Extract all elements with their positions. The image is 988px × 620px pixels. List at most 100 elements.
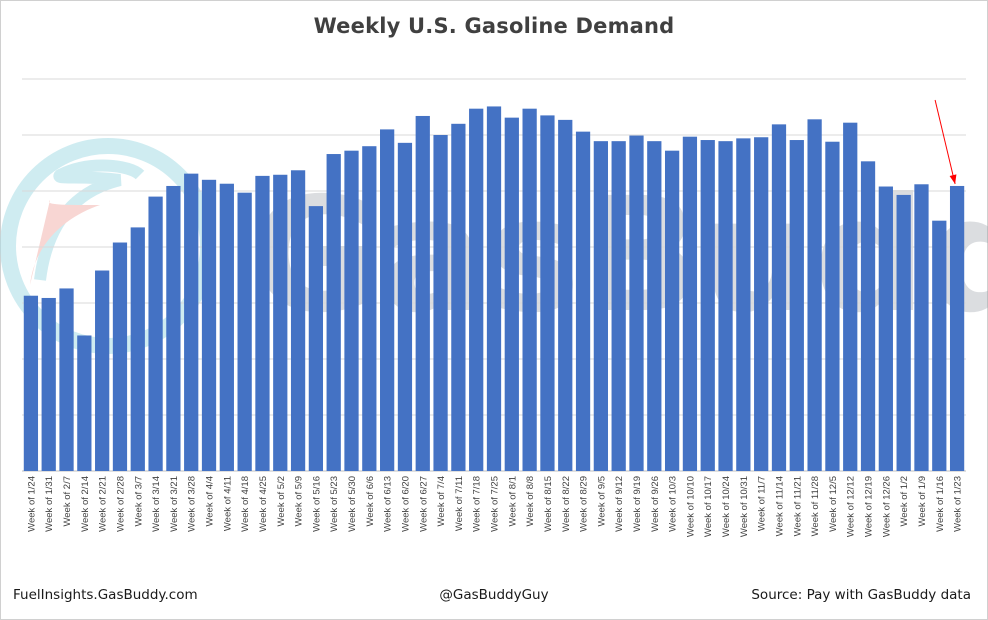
bar (700, 140, 715, 472)
bar (41, 297, 56, 471)
x-tick-label: Week of 5/30 (347, 476, 358, 532)
x-tick-label: Week of 10/24 (721, 476, 732, 537)
bar (522, 108, 537, 472)
x-tick-label: Week of 7/4 (436, 476, 447, 527)
bar (415, 115, 430, 472)
x-tick-label: Week of 11/14 (774, 476, 785, 536)
x-tick-label: Week of 1/9 (917, 476, 928, 527)
footer-website: FuelInsights.GasBuddy.com (13, 587, 198, 603)
x-tick-label: Week of 1/16 (935, 476, 946, 532)
bar (219, 183, 234, 471)
x-tick-label: Week of 3/21 (169, 476, 180, 532)
bar (77, 335, 92, 471)
arrow-line (934, 99, 956, 185)
x-tick-label: Week of 10/31 (739, 476, 750, 537)
x-tick-label: Week of 3/28 (187, 476, 198, 532)
bar (558, 119, 573, 471)
x-tick-label: Week of 1/2 (899, 476, 910, 527)
x-tick-label: Week of 5/16 (311, 476, 322, 532)
bar (433, 135, 448, 471)
bar (237, 192, 252, 471)
bar (629, 135, 644, 471)
bar (130, 227, 145, 471)
bar (469, 108, 484, 472)
bar (593, 141, 608, 471)
bar (166, 185, 181, 471)
x-tick-label: Week of 1/31 (44, 476, 55, 532)
x-tick-label: Week of 9/5 (596, 476, 607, 527)
x-tick-label: Week of 9/19 (632, 476, 643, 532)
x-tick-label: Week of 12/12 (846, 476, 857, 537)
bar (273, 174, 288, 471)
bar (290, 170, 306, 471)
x-tick-labels: Week of 1/24 Week of 1/31 Week of 2/7 Week … (26, 476, 963, 537)
x-tick-label: Week of 8/8 (525, 476, 536, 527)
bar (736, 138, 751, 472)
x-tick-label: Week of 3/7 (133, 476, 144, 527)
x-tick-label: Week of 4/18 (240, 476, 251, 532)
x-tick-label: Week of 11/21 (792, 476, 803, 536)
x-tick-label: Week of 7/18 (472, 476, 483, 532)
bar (682, 136, 698, 471)
bar (308, 206, 324, 471)
bar (789, 140, 804, 472)
bar (825, 141, 840, 471)
bar (575, 131, 591, 471)
footer-source: Source: Pay with GasBuddy data (751, 587, 971, 603)
bar (771, 124, 787, 472)
chart-title: Weekly U.S. Gasoline Demand (313, 14, 675, 38)
x-tick-label: Week of 5/2 (276, 476, 287, 527)
footer-handle: @GasBuddyGuy (439, 587, 549, 603)
bar (486, 106, 502, 471)
bar (896, 194, 911, 472)
x-tick-label: Week of 8/1 (507, 476, 518, 527)
x-tick-label: Week of 6/20 (400, 476, 411, 532)
bar (380, 129, 395, 471)
bar (326, 154, 341, 472)
bar (754, 137, 769, 472)
bar (59, 288, 74, 471)
bar (611, 141, 626, 471)
bar (255, 175, 270, 471)
arrow-head (949, 174, 957, 184)
bar (878, 186, 893, 471)
x-tick-label: Week of 6/6 (365, 476, 376, 527)
bar (23, 295, 39, 471)
x-tick-label: Week of 11/28 (810, 476, 821, 536)
x-tick-label: Week of 10/10 (685, 476, 696, 537)
x-tick-label: Week of 2/28 (115, 476, 126, 532)
bar (148, 196, 163, 471)
bar (201, 179, 217, 472)
x-tick-label: Week of 12/26 (881, 476, 892, 537)
x-tick-label: Week of 9/26 (650, 476, 661, 532)
bar (540, 115, 555, 472)
x-tick-label: Week of 8/29 (579, 476, 590, 532)
x-tick-label: Week of 1/23 (953, 476, 964, 532)
bar (95, 270, 110, 471)
bar (397, 142, 413, 471)
bar (184, 173, 199, 471)
bar (807, 119, 822, 471)
bar (718, 141, 733, 471)
x-tick-label: Week of 3/14 (151, 476, 162, 532)
bar (451, 123, 466, 472)
bars (23, 106, 965, 472)
x-tick-label: Week of 2/21 (98, 476, 109, 532)
x-tick-label: Week of 7/25 (490, 476, 501, 532)
x-tick-label: Week of 4/11 (222, 476, 233, 531)
x-tick-label: Week of 2/7 (62, 476, 73, 527)
bar (914, 184, 929, 471)
x-tick-label: Week of 9/12 (614, 476, 625, 532)
x-tick-label: Week of 5/9 (294, 476, 305, 527)
x-tick-label: Week of 8/15 (543, 476, 554, 532)
annotation-arrow (934, 99, 957, 185)
x-tick-label: Week of 7/11 (454, 476, 465, 531)
bar (932, 220, 947, 471)
bar (112, 242, 128, 471)
bar (344, 150, 359, 471)
x-tick-label: Week of 8/22 (561, 476, 572, 532)
x-tick-label: Week of 6/13 (383, 476, 394, 532)
bar (843, 122, 858, 472)
x-tick-label: Week of 10/17 (703, 476, 714, 537)
